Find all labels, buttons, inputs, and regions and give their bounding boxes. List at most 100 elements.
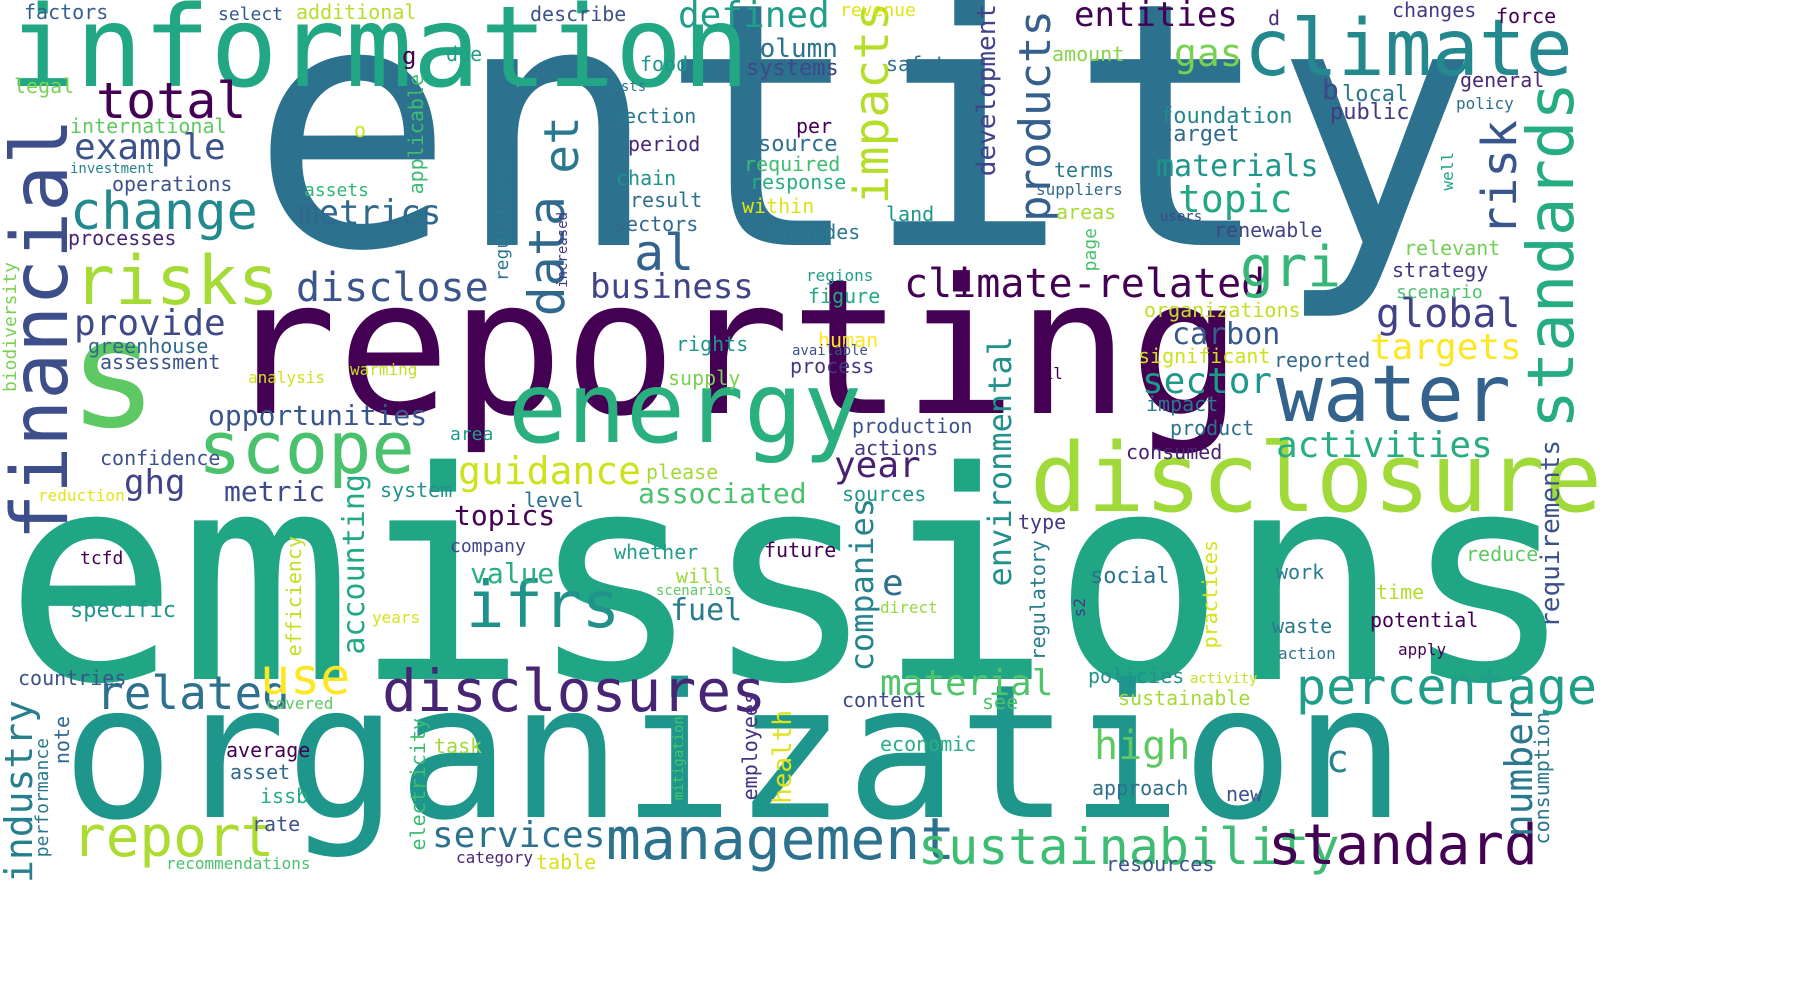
word-electricity: electricity: [406, 718, 430, 851]
word-emissions: emissions: [4, 411, 1576, 748]
word-human: human: [818, 328, 879, 352]
word-standards: standards: [1515, 82, 1589, 429]
word-years: years: [372, 608, 421, 627]
word-oil: oil: [1034, 364, 1063, 383]
word-year: year: [834, 445, 921, 486]
word-actions: actions: [854, 436, 939, 460]
word-value: value: [470, 557, 555, 590]
word-practices: practices: [1198, 540, 1222, 649]
word-factors: factors: [24, 0, 109, 24]
word-biodiversity: biodiversity: [0, 262, 21, 393]
word-ifrs: ifrs: [466, 569, 621, 643]
word-activities: activities: [1276, 425, 1493, 466]
word-related: related: [96, 666, 290, 720]
word-waste: waste: [1272, 614, 1333, 638]
word-significant: significant: [1138, 344, 1271, 368]
word-level: level: [524, 488, 585, 512]
word-direct: direct: [880, 598, 938, 617]
word-asset: asset: [230, 760, 291, 784]
word-climate-related: climate-related: [904, 261, 1266, 307]
word-content: content: [842, 688, 927, 712]
word-areas: areas: [1056, 200, 1117, 224]
word-within: within: [742, 194, 815, 218]
word-figure: figure: [808, 284, 881, 308]
word-efficiency: efficiency: [282, 536, 306, 657]
word-approach: approach: [1092, 776, 1189, 800]
word-will: will: [676, 564, 725, 588]
word-social: social: [1090, 564, 1170, 589]
word-type: type: [1018, 510, 1067, 534]
word-warming: warming: [350, 360, 418, 379]
word-water: water: [1276, 350, 1511, 440]
word-countries: countries: [18, 666, 127, 690]
word-sources: sources: [842, 482, 927, 506]
word-topics: topics: [454, 499, 556, 532]
word-company: company: [450, 536, 526, 557]
word-includes: includes: [764, 220, 861, 244]
word-disclose: disclose: [296, 265, 489, 311]
word-food: food: [640, 52, 689, 76]
word-reported: reported: [1274, 348, 1371, 372]
word-topic: topic: [1178, 177, 1293, 221]
word-strategy: strategy: [1392, 258, 1489, 282]
word-apply: apply: [1398, 640, 1447, 659]
word-entity: entity: [250, 0, 1479, 326]
word-change: change: [70, 182, 258, 242]
word-area: area: [450, 424, 494, 445]
word-organization: organization: [62, 644, 1406, 861]
word-regions: regions: [806, 266, 874, 285]
word-consumption: consumption: [1530, 712, 1554, 845]
word-employees: employees: [738, 692, 762, 801]
word-material: material: [880, 663, 1054, 704]
word-accounting: accounting: [337, 474, 372, 655]
word-due: due: [446, 42, 483, 66]
word-reduce: reduce: [1466, 542, 1539, 566]
word-sustainability: sustainability: [918, 818, 1340, 876]
word-applicable: applicable: [404, 74, 428, 195]
word-risk: risk: [1472, 120, 1528, 236]
word-greenhouse: greenhouse: [88, 334, 209, 358]
word-chain: chain: [616, 166, 677, 190]
word-gri: gri: [1240, 235, 1342, 300]
word-ghg: ghg: [124, 463, 186, 503]
word-assets: assets: [304, 180, 370, 201]
word-force: force: [1496, 4, 1557, 28]
word-international: international: [70, 114, 227, 138]
word-targets: targets: [1370, 327, 1522, 368]
word-amount: amount: [1052, 42, 1125, 66]
word-response: response: [750, 170, 847, 194]
word-o: o: [354, 118, 367, 142]
word-increased: increased: [555, 212, 571, 288]
word-percentage: percentage: [1296, 658, 1598, 716]
word-additional: additional: [296, 0, 417, 24]
word-analysis: analysis: [248, 368, 326, 387]
word-potential: potential: [1370, 608, 1479, 632]
word-land: land: [886, 202, 935, 226]
word-provide: provide: [74, 303, 226, 344]
word-supply: supply: [668, 366, 741, 390]
word-metrics: metrics: [298, 193, 442, 233]
word-s: s: [68, 288, 159, 462]
word-describe: describe: [530, 2, 627, 26]
word-management: management: [606, 805, 956, 873]
word-processes: processes: [68, 226, 177, 250]
word-d: d: [1268, 6, 1281, 30]
word-relevant: relevant: [1404, 236, 1501, 260]
word-policy: policy: [1456, 94, 1514, 113]
word-investment: investment: [70, 161, 155, 177]
word-scenario: scenario: [1396, 282, 1483, 303]
word-requirements: requirements: [1536, 440, 1566, 628]
word-information: information: [8, 0, 750, 113]
word-suppliers: suppliers: [1036, 180, 1123, 199]
word-opportunities: opportunities: [208, 399, 428, 432]
word-production: production: [852, 414, 973, 438]
word-standard: standard: [1268, 813, 1538, 878]
word-systems: systems: [746, 56, 839, 81]
word-legal: legal: [14, 74, 75, 98]
word-changes: changes: [1392, 0, 1477, 22]
word-available: available: [792, 343, 868, 359]
word-safety: safety: [886, 52, 959, 76]
word-business: business: [590, 267, 754, 307]
word-period: period: [628, 132, 701, 156]
word-carbon: carbon: [1172, 317, 1281, 352]
